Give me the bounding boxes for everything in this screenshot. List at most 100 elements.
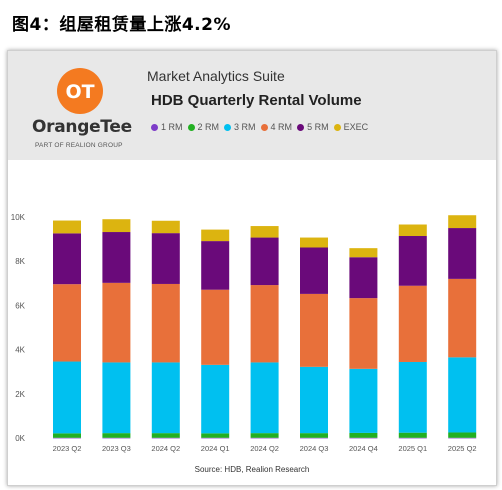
x-tick-label: 2024 Q2 bbox=[151, 444, 180, 453]
bar-segment bbox=[151, 233, 180, 284]
bar-segment bbox=[398, 236, 427, 286]
bar-segment bbox=[448, 357, 477, 433]
card-header: OT OrangeTee PART OF REALION GROUP Marke… bbox=[8, 51, 496, 160]
x-tick-label: 2024 Q1 bbox=[201, 444, 230, 453]
logo-mark-icon: OT bbox=[65, 81, 94, 103]
bar-segment bbox=[448, 228, 477, 279]
logo-mark-text: OT bbox=[65, 81, 94, 103]
x-tick-label: 2023 Q2 bbox=[53, 444, 82, 453]
legend-item: 4 RM bbox=[260, 122, 293, 132]
chart-legend: 1 RM 2 RM 3 RM 4 RM 5 RM EXEC bbox=[151, 121, 373, 133]
y-tick-label: 4K bbox=[15, 346, 25, 355]
dashboard-card: OT OrangeTee PART OF REALION GROUP Marke… bbox=[7, 50, 497, 486]
x-tick-label: 2023 Q3 bbox=[102, 444, 131, 453]
bar-segment bbox=[201, 229, 230, 242]
bar-segment bbox=[250, 285, 279, 363]
bar-segment bbox=[448, 432, 477, 438]
x-tick-label: 2025 Q2 bbox=[448, 444, 477, 453]
brand-name: OrangeTee bbox=[32, 117, 132, 137]
legend-item: 2 RM bbox=[187, 122, 220, 132]
bar-segment bbox=[53, 433, 81, 438]
bar-segment bbox=[250, 433, 279, 438]
x-tick-label: 2024 Q4 bbox=[349, 444, 378, 453]
legend-dot-icon bbox=[260, 123, 268, 131]
legend-label: 5 RM bbox=[307, 122, 329, 132]
x-tick-label: 2025 Q1 bbox=[398, 444, 427, 453]
bar-segment bbox=[53, 233, 81, 285]
bar-segment bbox=[349, 257, 378, 299]
legend-dot-icon bbox=[151, 123, 158, 131]
legend-item: 1 RM bbox=[151, 122, 183, 132]
bar-segment bbox=[102, 219, 131, 233]
chart-plot: 0K 2K 4K 6K 8K 10K 2023 Q2 2023 Q3 2024 Q2 2024 Q… bbox=[11, 213, 477, 453]
figure-title: 图4：组屋租赁量上涨4.2% bbox=[12, 15, 231, 35]
legend-label: EXEC bbox=[343, 122, 369, 132]
bar-segment bbox=[201, 433, 230, 438]
bar-segment bbox=[349, 298, 378, 369]
bar-segment bbox=[349, 432, 378, 438]
bar-segment bbox=[250, 226, 279, 238]
y-tick-label: 10K bbox=[11, 213, 26, 222]
x-tick-label: 2024 Q2 bbox=[250, 444, 279, 453]
bar-segment bbox=[300, 293, 328, 367]
suite-name: Market Analytics Suite bbox=[147, 68, 285, 84]
brand-tagline: PART OF REALION GROUP bbox=[35, 142, 123, 149]
y-tick-label: 0K bbox=[15, 434, 25, 443]
bar-segment bbox=[448, 437, 477, 439]
bar-segment bbox=[102, 232, 131, 283]
bar-segment bbox=[300, 237, 328, 248]
source-note: Source: HDB, Realion Research bbox=[194, 465, 310, 474]
bar-segment bbox=[151, 362, 180, 434]
legend-dot-icon bbox=[224, 123, 232, 131]
bar-segment bbox=[448, 278, 477, 358]
legend-dot-icon bbox=[333, 123, 341, 131]
bar-segment bbox=[398, 361, 427, 433]
bar-segment bbox=[250, 437, 279, 439]
bar-segment bbox=[300, 247, 328, 294]
bar-segment bbox=[53, 220, 81, 234]
y-tick-label: 2K bbox=[15, 390, 25, 399]
bar-segment bbox=[300, 433, 328, 438]
bar-segment bbox=[398, 432, 427, 438]
chart-title: HDB Quarterly Rental Volume bbox=[151, 92, 362, 109]
bar-segment bbox=[102, 282, 131, 363]
bar-segment bbox=[398, 285, 427, 362]
bar-segment bbox=[349, 437, 378, 439]
legend-dot-icon bbox=[187, 123, 195, 131]
bar-segment bbox=[53, 437, 81, 439]
bar-segment bbox=[102, 433, 131, 438]
bar-segment bbox=[398, 224, 427, 236]
legend-item: 5 RM bbox=[297, 122, 329, 132]
legend-label: 2 RM bbox=[197, 122, 220, 132]
orangetee-logo-icon: OT bbox=[57, 68, 103, 114]
bar-segment bbox=[151, 433, 180, 438]
bar-segment bbox=[349, 248, 378, 258]
bar-segment bbox=[250, 362, 279, 434]
bar-segment bbox=[151, 283, 180, 363]
bar-segment bbox=[448, 215, 477, 229]
legend-label: 1 RM bbox=[161, 122, 183, 132]
legend-label: 4 RM bbox=[270, 122, 293, 132]
bar-segment bbox=[201, 241, 230, 290]
bar-segment bbox=[151, 220, 180, 234]
y-tick-label: 8K bbox=[15, 257, 25, 266]
bar-segment bbox=[250, 237, 279, 286]
bar-segment bbox=[53, 361, 81, 434]
bar-segment bbox=[151, 437, 180, 439]
legend-item: 3 RM bbox=[224, 122, 256, 132]
bar-segment bbox=[300, 437, 328, 439]
bar-segment bbox=[349, 368, 378, 433]
bar-segment bbox=[53, 284, 81, 362]
bar-segment bbox=[300, 366, 328, 434]
legend-dot-icon bbox=[297, 123, 305, 131]
legend-label: 3 RM bbox=[234, 122, 256, 132]
bar-segment bbox=[201, 364, 230, 434]
bar-segment bbox=[398, 437, 427, 439]
y-tick-label: 6K bbox=[15, 301, 25, 310]
bar-segment bbox=[102, 362, 131, 434]
bar-segment bbox=[201, 437, 230, 439]
bar-segment bbox=[102, 437, 131, 439]
legend-item: EXEC bbox=[333, 122, 369, 132]
bar-segment bbox=[201, 289, 230, 365]
x-tick-label: 2024 Q3 bbox=[300, 444, 329, 453]
